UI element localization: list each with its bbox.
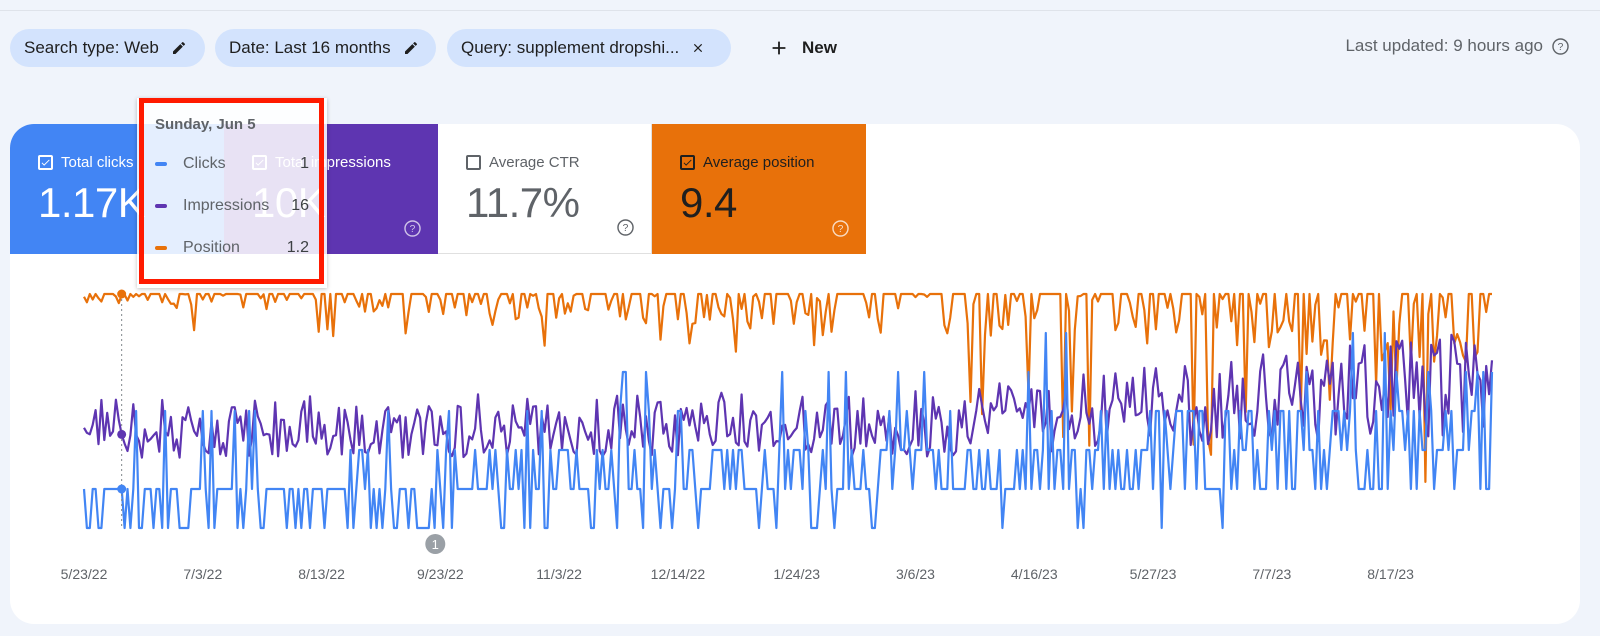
metric-card-position[interactable]: Average position 9.4 ? — [652, 124, 866, 254]
new-filter-button[interactable]: New — [768, 29, 837, 67]
checkbox-checked-icon[interactable] — [680, 155, 695, 170]
new-filter-label: New — [802, 38, 837, 57]
metric-label: Average CTR — [489, 154, 580, 171]
position-legend-swatch — [155, 246, 167, 250]
query-filter-label: Query: supplement dropshi... — [461, 38, 680, 57]
tooltip-value: 1 — [300, 155, 309, 172]
svg-text:?: ? — [623, 223, 629, 234]
last-updated-text: Last updated: 9 hours ago — [1345, 36, 1543, 55]
tooltip-label: Position — [183, 239, 240, 256]
tooltip-value: 16 — [291, 197, 309, 214]
performance-chart[interactable]: 1 5/23/22 7/3/22 8/13/22 9/23/22 11/3/22 12/1… — [10, 124, 1580, 624]
annotation-badge-label: 1 — [432, 537, 439, 552]
x-tick-label: 3/6/23 — [896, 566, 935, 582]
metric-value: 11.7% — [466, 179, 580, 226]
metric-label: Total clicks — [61, 154, 134, 171]
metric-value: 9.4 — [680, 179, 737, 226]
x-tick-label: 1/24/23 — [773, 566, 820, 582]
tooltip-label: Clicks — [183, 155, 226, 172]
annotation-badge[interactable]: 1 — [425, 534, 446, 554]
x-tick-label: 5/27/23 — [1130, 566, 1177, 582]
x-tick-label: 12/14/22 — [651, 566, 706, 582]
help-icon[interactable]: ? — [403, 219, 422, 238]
x-tick-label: 9/23/22 — [417, 566, 464, 582]
x-tick-label: 5/23/22 — [61, 566, 108, 582]
top-divider — [0, 10, 1600, 11]
x-tick-label: 7/3/22 — [183, 566, 222, 582]
series-line-clicks[interactable] — [82, 331, 1494, 530]
metric-card-ctr[interactable]: Average CTR 11.7% ? — [438, 124, 652, 254]
x-tick-label: 11/3/22 — [536, 566, 582, 582]
date-filter-label: Date: Last 16 months — [229, 38, 391, 57]
close-icon[interactable] — [691, 41, 705, 55]
tooltip-label: Impressions — [183, 197, 270, 214]
tooltip-row-clicks: Clicks 1 — [155, 143, 309, 185]
checkbox-unchecked-icon[interactable] — [466, 155, 481, 170]
impressions-legend-swatch — [155, 204, 167, 208]
series-line-impressions[interactable] — [83, 333, 1494, 459]
x-tick-label: 7/7/23 — [1252, 566, 1291, 582]
tooltip-value: 1.2 — [286, 239, 309, 256]
series-line-position[interactable] — [83, 292, 1492, 483]
tooltip-date: Sunday, Jun 5 — [155, 116, 256, 133]
help-icon[interactable]: ? — [831, 219, 850, 238]
search-type-filter-chip[interactable]: Search type: Web — [10, 29, 205, 67]
clicks-legend-swatch — [155, 162, 167, 166]
metric-value: 1.17K — [38, 179, 146, 226]
svg-text:?: ? — [410, 224, 416, 235]
tooltip-row-position: Position 1.2 — [155, 227, 309, 269]
search-type-label: Search type: Web — [24, 38, 159, 57]
help-icon[interactable]: ? — [1551, 37, 1570, 56]
last-updated: Last updated: 9 hours ago ? — [1345, 36, 1570, 56]
date-filter-chip[interactable]: Date: Last 16 months — [215, 29, 436, 67]
x-tick-label: 8/17/23 — [1367, 566, 1414, 582]
chart-tooltip: Sunday, Jun 5 Clicks 1 Impressions 16 Po… — [137, 98, 327, 288]
edit-icon[interactable] — [403, 40, 419, 56]
svg-text:?: ? — [1558, 42, 1564, 53]
plus-icon — [772, 41, 786, 55]
hover-point-position — [117, 289, 127, 299]
checkbox-checked-icon[interactable] — [38, 155, 53, 170]
edit-icon[interactable] — [171, 40, 187, 56]
x-tick-label: 4/16/23 — [1011, 566, 1058, 582]
tooltip-row-impressions: Impressions 16 — [155, 185, 309, 227]
hover-point-impressions — [117, 429, 127, 439]
svg-text:?: ? — [838, 224, 844, 235]
query-filter-chip[interactable]: Query: supplement dropshi... — [447, 29, 731, 67]
help-icon[interactable]: ? — [616, 218, 635, 237]
hover-point-clicks — [117, 484, 127, 494]
metric-label: Average position — [703, 154, 815, 171]
x-tick-label: 8/13/22 — [298, 566, 345, 582]
